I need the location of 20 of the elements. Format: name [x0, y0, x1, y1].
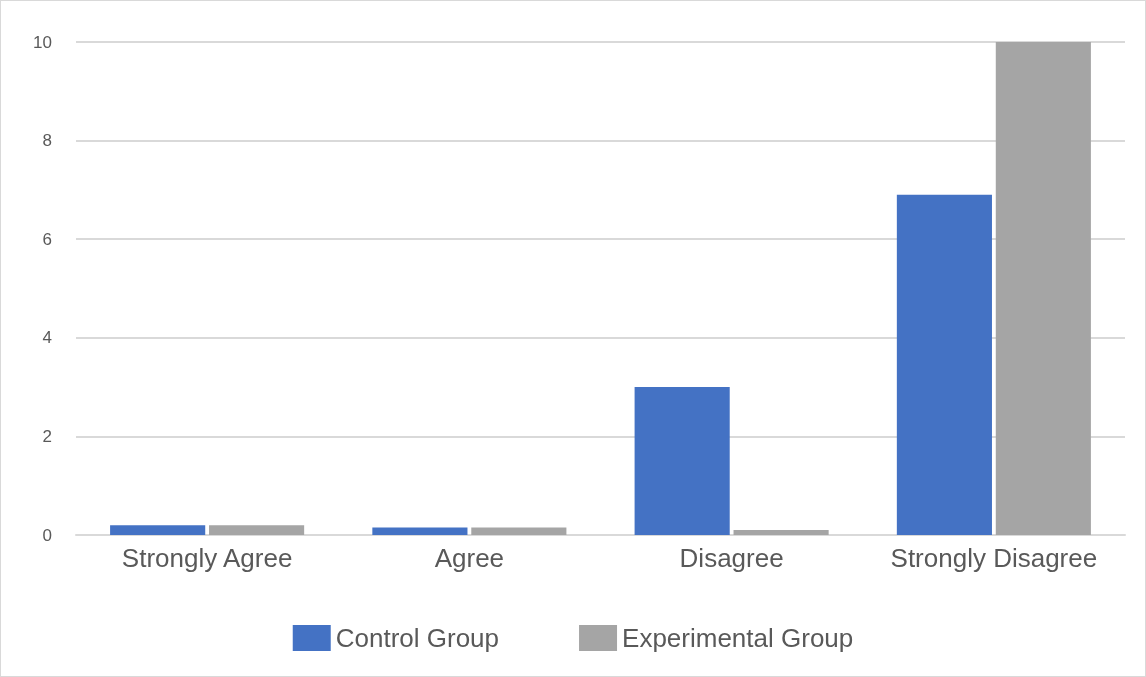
x-tick-label: Strongly Agree: [121, 543, 293, 573]
bar: [209, 525, 305, 535]
bar: [471, 527, 567, 535]
y-tick-label: 0: [42, 525, 52, 545]
legend-label: Experimental Group: [622, 623, 854, 653]
x-tick-label: Strongly Disagree: [890, 543, 1098, 573]
y-tick-label: 2: [42, 426, 52, 446]
bar: [733, 530, 829, 535]
x-tick-label: Agree: [434, 543, 505, 573]
bar: [372, 527, 468, 535]
y-tick-label: 6: [42, 229, 52, 249]
y-tick-label: 4: [42, 328, 52, 348]
bar: [896, 194, 992, 535]
bar: [634, 387, 730, 535]
bar: [110, 525, 206, 535]
bar: [995, 42, 1091, 535]
x-tick-label: Disagree: [679, 543, 784, 573]
legend-label: Control Group: [335, 623, 500, 653]
y-tick-label: 10: [33, 32, 52, 52]
y-tick-label: 8: [42, 131, 52, 151]
